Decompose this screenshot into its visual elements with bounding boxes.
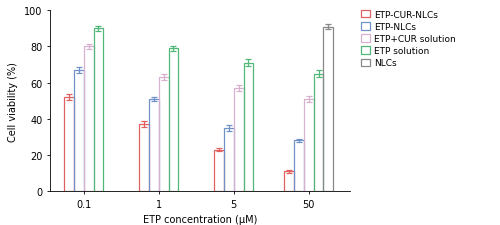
Bar xyxy=(294,141,304,191)
Bar xyxy=(94,29,104,191)
Bar xyxy=(314,74,324,191)
Bar xyxy=(139,125,149,191)
Bar xyxy=(214,150,224,191)
Legend: ETP-CUR-NLCs, ETP-NLCs, ETP+CUR solution, ETP solution, NLCs: ETP-CUR-NLCs, ETP-NLCs, ETP+CUR solution… xyxy=(360,9,458,70)
Bar xyxy=(74,71,84,191)
Bar xyxy=(149,99,159,191)
Bar xyxy=(304,99,314,191)
Bar xyxy=(234,89,243,191)
Bar xyxy=(64,98,74,191)
Bar xyxy=(244,63,254,191)
Y-axis label: Cell viability (%): Cell viability (%) xyxy=(8,61,18,141)
Bar xyxy=(159,78,168,191)
Bar xyxy=(284,171,294,191)
Bar xyxy=(324,27,333,191)
Bar xyxy=(168,49,178,191)
Bar xyxy=(224,128,234,191)
X-axis label: ETP concentration (μM): ETP concentration (μM) xyxy=(143,214,257,224)
Bar xyxy=(84,47,94,191)
